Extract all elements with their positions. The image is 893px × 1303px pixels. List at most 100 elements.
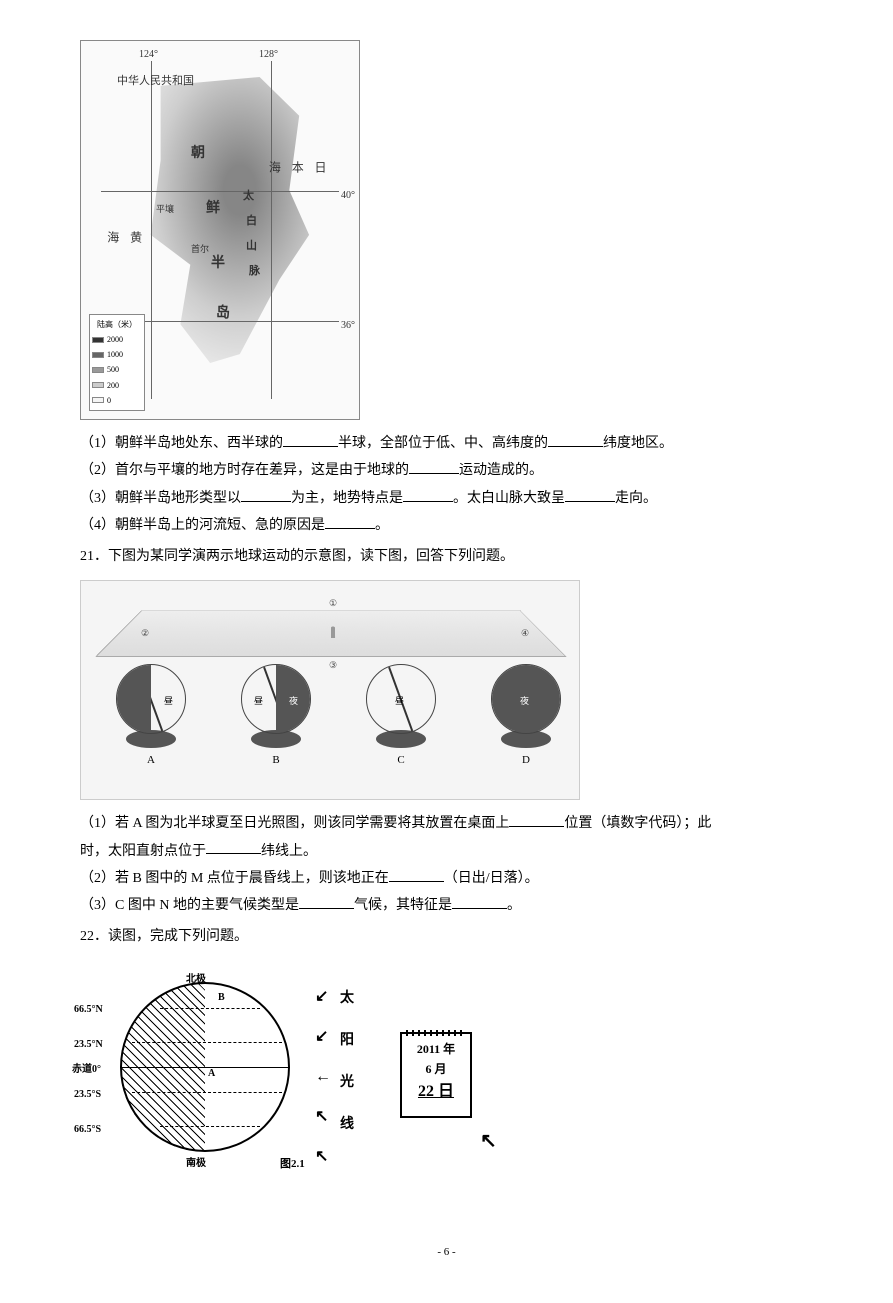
- table-num-2: ②: [141, 625, 149, 642]
- q20-l3b: 为主，地势特点是: [291, 491, 403, 506]
- lat-tick-36: 36°: [341, 316, 355, 335]
- blank[interactable]: [452, 892, 507, 909]
- q21-line3: （3）C 图中 N 地的主要气候类型是 气候，其特征是 。: [80, 892, 813, 919]
- legend-val-3: 200: [107, 378, 119, 393]
- fig-label: 图2.1: [280, 1154, 305, 1175]
- q21-l1d: 纬线上。: [261, 843, 317, 858]
- globe-d: 夜 D: [486, 664, 566, 771]
- globe-c-label: C: [361, 750, 441, 771]
- calendar: 2011 年 6 月 22 日: [400, 1032, 472, 1118]
- q21-line1b: 时，太阳直射点位于 纬线上。: [80, 838, 813, 865]
- globe-a: 昼 A: [111, 664, 191, 771]
- blank[interactable]: [409, 457, 459, 474]
- legend-val-0: 2000: [107, 332, 123, 347]
- blank[interactable]: [325, 512, 375, 529]
- q21-l3b: 气候，其特征是: [354, 898, 452, 913]
- q20-l3d: 走向。: [615, 491, 657, 506]
- globe-a-label: A: [111, 750, 191, 771]
- calendar-arrow-icon: ↖: [480, 1122, 497, 1160]
- table-num-3: ③: [329, 657, 337, 674]
- q20-line3: （3）朝鲜半岛地形类型以为主，地势特点是。太白山脉大致呈走向。: [80, 485, 813, 512]
- blank[interactable]: [283, 430, 338, 447]
- q20-line2: （2）首尔与平壤的地方时存在差异，这是由于地球的 运动造成的。: [80, 457, 813, 484]
- legend-val-1: 1000: [107, 347, 123, 362]
- table-num-4: ④: [521, 625, 529, 642]
- q21-l1a: （1）若 A 图为北半球夏至日光照图，则该同学需要将其放置在桌面上: [80, 816, 509, 831]
- globe-c: 昼 C: [361, 664, 441, 771]
- blank[interactable]: [403, 485, 453, 502]
- globe-d-night: 夜: [520, 693, 529, 710]
- globe-b: 昼 夜 B: [236, 664, 316, 771]
- city-pyongyang: 平壤: [156, 201, 174, 218]
- q21-stem: 21．下图为某同学演两示地球运动的示意图，读下图，回答下列问题。: [80, 544, 813, 571]
- q20-l4a: （4）朝鲜半岛上的河流短、急的原因是: [80, 518, 325, 533]
- globe-d-label: D: [486, 750, 566, 771]
- sun-char-1: 太: [340, 986, 354, 1013]
- q20-line4: （4）朝鲜半岛上的河流短、急的原因是。: [80, 512, 813, 539]
- globes-figure: ① ② ③ ④ 昼 A 昼 夜 B 昼 C 夜 D: [80, 580, 580, 800]
- q20-l2a: （2）首尔与平壤的地方时存在差异，这是由于地球的: [80, 463, 409, 478]
- q21-l3c: 。: [507, 898, 521, 913]
- blank[interactable]: [548, 430, 603, 447]
- globe-a-day: 昼: [164, 693, 173, 710]
- blank[interactable]: [389, 865, 444, 882]
- sun-arrow-icon: ↙: [315, 1022, 328, 1052]
- table-surface: [95, 610, 566, 656]
- globe-c-day: 昼: [395, 693, 404, 710]
- page-number: - 6 -: [80, 1242, 813, 1263]
- q21-line1: （1）若 A 图为北半球夏至日光照图，则该同学需要将其放置在桌面上 位置（填数字代…: [80, 810, 813, 837]
- korea-map-figure: 124° 128° 40° 36° 中华人民共和国 黄海 日本海 朝 鲜 半 岛…: [80, 40, 360, 420]
- sea-left: 黄海: [101, 231, 147, 243]
- blank[interactable]: [299, 892, 354, 909]
- q20-block: （1）朝鲜半岛地处东、西半球的半球，全部位于低、中、高纬度的纬度地区。 （2）首…: [80, 430, 813, 540]
- q21-block: （1）若 A 图为北半球夏至日光照图，则该同学需要将其放置在桌面上 位置（填数字代…: [80, 810, 813, 920]
- legend-title: 陆高（米）: [92, 317, 142, 332]
- sun-char-2: 阳: [340, 1028, 354, 1055]
- blank[interactable]: [509, 810, 564, 827]
- table-num-1: ①: [329, 595, 337, 612]
- map-country-label: 中华人民共和国: [117, 71, 194, 92]
- q20-line1: （1）朝鲜半岛地处东、西半球的半球，全部位于低、中、高纬度的纬度地区。: [80, 430, 813, 457]
- city-seoul: 首尔: [191, 241, 209, 258]
- blank[interactable]: [565, 485, 615, 502]
- q20-l1a: （1）朝鲜半岛地处东、西半球的: [80, 436, 283, 451]
- point-a: A: [208, 1064, 215, 1083]
- sun-arrow-icon: ←: [315, 1062, 331, 1092]
- q21-l1c: 时，太阳直射点位于: [80, 843, 206, 858]
- mtn-1: 太: [243, 186, 254, 207]
- blank[interactable]: [206, 838, 261, 855]
- region-1: 朝: [191, 141, 205, 168]
- calendar-day: 22 日: [402, 1079, 470, 1105]
- q20-l2b: 运动造成的。: [459, 463, 543, 478]
- region-2: 鲜: [206, 196, 220, 223]
- lat-tick-40: 40°: [341, 186, 355, 205]
- table-pin: [331, 627, 335, 639]
- q20-l3a: （3）朝鲜半岛地形类型以: [80, 491, 241, 506]
- map-legend: 陆高（米） 2000 1000 500 200 0: [89, 314, 145, 411]
- q21-l3a: （3）C 图中 N 地的主要气候类型是: [80, 898, 299, 913]
- globe-b-night: 夜: [289, 693, 298, 710]
- region-4: 岛: [216, 301, 230, 328]
- mtn-3: 山: [246, 236, 257, 257]
- legend-val-2: 500: [107, 362, 119, 377]
- south-pole-label: 南极: [186, 1154, 206, 1173]
- q21-l1b: 位置（填数字代码）；此: [564, 816, 711, 831]
- sun-char-3: 光: [340, 1070, 354, 1097]
- lat-23n: 23.5°N: [74, 1035, 103, 1054]
- point-b: B: [218, 988, 225, 1007]
- lon-tick-124: 124°: [139, 45, 158, 64]
- lat-23s: 23.5°S: [74, 1085, 101, 1104]
- mtn-4: 脉: [249, 261, 260, 282]
- globe-b-day: 昼: [254, 693, 263, 710]
- lon-tick-128: 128°: [259, 45, 278, 64]
- q21-l2b: （日出/日落）。: [444, 871, 539, 886]
- calendar-month: 6 月: [402, 1060, 470, 1079]
- region-3: 半: [211, 251, 225, 278]
- sea-right: 日本海: [263, 161, 331, 173]
- globe-b-label: B: [236, 750, 316, 771]
- blank[interactable]: [241, 485, 291, 502]
- lat-66n: 66.5°N: [74, 1000, 103, 1019]
- sun-arrow-icon: ↖: [315, 1102, 328, 1132]
- sun-arrow-icon: ↖: [315, 1142, 328, 1172]
- q22-diagram: 66.5°N 23.5°N 赤道0° 23.5°S 66.5°S 北极 南极 B…: [80, 962, 520, 1182]
